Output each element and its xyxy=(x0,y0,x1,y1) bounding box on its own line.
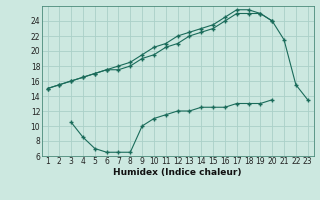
X-axis label: Humidex (Indice chaleur): Humidex (Indice chaleur) xyxy=(113,168,242,177)
